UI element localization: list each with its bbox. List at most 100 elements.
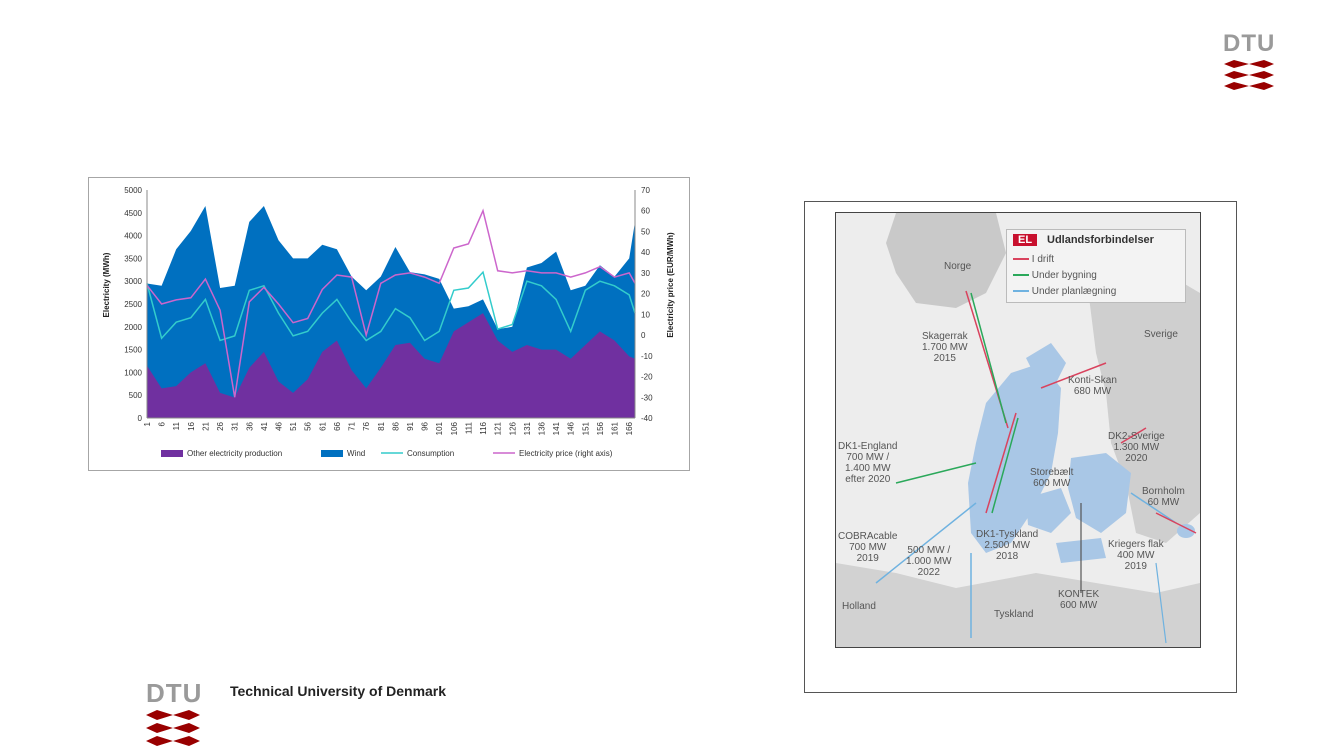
y-tick-label: 4500 bbox=[124, 209, 142, 218]
legend-label: Wind bbox=[347, 449, 365, 458]
y-tick-label: 1500 bbox=[124, 346, 142, 355]
x-tick-label: 11 bbox=[172, 421, 181, 430]
dtu-logo-footer-icon bbox=[146, 710, 200, 746]
legend-swatch-red bbox=[1013, 258, 1029, 261]
series-other-electricity-production bbox=[147, 313, 635, 418]
x-tick-label: 56 bbox=[304, 421, 313, 430]
x-tick-label: 76 bbox=[362, 421, 371, 430]
y-axis-label: Electricity (MWh) bbox=[102, 252, 111, 317]
legend-swatch bbox=[161, 450, 183, 457]
label-storebaelt: Storebælt 600 MW bbox=[1030, 467, 1074, 489]
x-tick-label: 41 bbox=[260, 421, 269, 430]
x-tick-label: 1 bbox=[143, 421, 152, 426]
legend-swatch-green bbox=[1013, 274, 1029, 277]
y2-tick-label: 0 bbox=[641, 331, 646, 340]
y2-tick-label: -10 bbox=[641, 352, 653, 361]
legend-label-drift: I drift bbox=[1031, 254, 1055, 265]
y2-tick-label: 70 bbox=[641, 186, 650, 195]
x-tick-label: 111 bbox=[464, 421, 473, 434]
label-bornholm: Bornholm 60 MW bbox=[1142, 486, 1185, 508]
x-tick-label: 126 bbox=[508, 421, 517, 435]
y2-tick-label: -20 bbox=[641, 373, 653, 382]
dtu-logo-top-icon bbox=[1224, 60, 1274, 90]
y-tick-label: 5000 bbox=[124, 186, 142, 195]
series-consumption bbox=[146, 270, 636, 342]
x-tick-label: 86 bbox=[391, 421, 400, 430]
x-tick-label: 141 bbox=[552, 421, 561, 435]
x-tick-label: 131 bbox=[523, 421, 532, 435]
label-skagerrak: Skagerrak 1.700 MW 2015 bbox=[922, 331, 968, 364]
y2-tick-label: 20 bbox=[641, 290, 650, 299]
x-tick-label: 106 bbox=[450, 421, 459, 435]
university-name: Technical University of Denmark bbox=[230, 683, 447, 699]
x-tick-label: 61 bbox=[318, 421, 327, 430]
legend-swatch-blue bbox=[1013, 290, 1029, 293]
label-dk1-tyskland-2022: 500 MW / 1.000 MW 2022 bbox=[906, 545, 952, 578]
x-tick-label: 146 bbox=[567, 421, 576, 435]
legend-item-bygning: Under bygning bbox=[1013, 270, 1097, 281]
y-tick-label: 0 bbox=[138, 414, 143, 423]
legend-label-bygning: Under bygning bbox=[1031, 270, 1097, 281]
legend-tag: EL bbox=[1013, 234, 1038, 246]
energy-chart: 0500100015002000250030003500400045005000… bbox=[102, 186, 675, 458]
label-cobracable: COBRAcable 700 MW 2019 bbox=[838, 531, 898, 564]
x-tick-label: 116 bbox=[479, 421, 488, 434]
energy-chart-panel: 0 500 1000 1500 2000 2500 3000 3500 4000 4500 5000… bbox=[88, 177, 690, 471]
x-tick-label: 6 bbox=[158, 421, 167, 426]
x-tick-label: 66 bbox=[333, 421, 342, 430]
legend-label: Other electricity production bbox=[187, 449, 282, 458]
y-tick-label: 2000 bbox=[124, 323, 142, 332]
y2-tick-label: 10 bbox=[641, 310, 650, 319]
y-tick-label: 500 bbox=[129, 391, 143, 400]
label-konti-skan: Konti-Skan 680 MW bbox=[1068, 375, 1117, 397]
x-tick-label: 96 bbox=[421, 421, 430, 430]
y-tick-label: 4000 bbox=[124, 232, 142, 241]
x-tick-label: 151 bbox=[581, 421, 590, 435]
y2-tick-label: -40 bbox=[641, 414, 653, 423]
label-norge: Norge bbox=[944, 261, 972, 272]
dtu-logo-footer-text: DTU bbox=[146, 678, 203, 708]
legend-label: Consumption bbox=[407, 449, 454, 458]
label-holland: Holland bbox=[842, 601, 876, 612]
legend-swatch bbox=[321, 450, 343, 457]
x-tick-label: 136 bbox=[537, 421, 546, 435]
x-tick-label: 51 bbox=[289, 421, 298, 430]
legend-item-drift: I drift bbox=[1013, 254, 1054, 265]
label-dk1-england: DK1-England 700 MW / 1.400 MW efter 2020 bbox=[838, 441, 898, 485]
y2-axis-label: Electricity price (EUR/MWh) bbox=[666, 232, 675, 338]
y2-tick-label: 50 bbox=[641, 227, 650, 236]
y2-tick-label: 30 bbox=[641, 269, 650, 278]
x-tick-label: 31 bbox=[231, 421, 240, 430]
label-sverige: Sverige bbox=[1144, 329, 1178, 340]
label-dk1-tyskland: DK1-Tyskland 2.500 MW 2018 bbox=[976, 529, 1039, 562]
x-tick-label: 71 bbox=[348, 421, 357, 430]
label-kriegers-flak: Kriegers flak 400 MW 2019 bbox=[1108, 539, 1164, 572]
y2-tick-label: 60 bbox=[641, 207, 650, 216]
label-dk2-sverige: DK2-Sverige 1.300 MW 2020 bbox=[1108, 431, 1165, 464]
map-legend: EL Udlandsforbindelser I drift Under byg… bbox=[1006, 229, 1186, 303]
legend-title: Udlandsforbindelser bbox=[1047, 234, 1154, 246]
x-tick-label: 166 bbox=[625, 421, 634, 435]
x-tick-label: 81 bbox=[377, 421, 386, 430]
legend-label-planlaegning: Under planlægning bbox=[1031, 286, 1117, 297]
x-tick-label: 26 bbox=[216, 421, 225, 430]
legend-label: Electricity price (right axis) bbox=[519, 449, 613, 458]
y-tick-label: 2500 bbox=[124, 300, 142, 309]
dtu-logo-top-text: DTU bbox=[1223, 30, 1276, 57]
y2-tick-label: -30 bbox=[641, 393, 653, 402]
x-tick-label: 16 bbox=[187, 421, 196, 430]
y-tick-label: 1000 bbox=[124, 368, 142, 377]
legend-item-planlaegning: Under planlægning bbox=[1013, 286, 1116, 297]
x-tick-label: 121 bbox=[494, 421, 503, 435]
series-electricity-price-right-axis bbox=[146, 208, 636, 398]
label-tyskland: Tyskland bbox=[994, 609, 1034, 620]
x-tick-label: 161 bbox=[611, 421, 620, 435]
x-tick-label: 21 bbox=[201, 421, 210, 430]
y2-tick-label: 40 bbox=[641, 248, 650, 257]
x-tick-label: 156 bbox=[596, 421, 605, 435]
x-tick-label: 91 bbox=[406, 421, 415, 430]
y-tick-label: 3500 bbox=[124, 254, 142, 263]
y-tick-label: 3000 bbox=[124, 277, 142, 286]
x-tick-label: 46 bbox=[274, 421, 283, 430]
x-tick-label: 36 bbox=[245, 421, 254, 430]
